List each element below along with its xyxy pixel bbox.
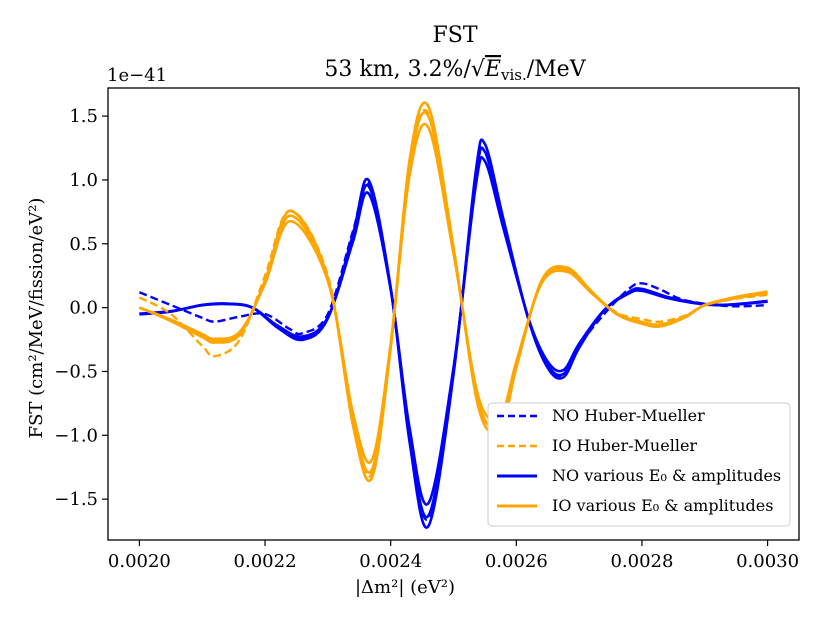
subtitle-sqrt: √ [471,57,486,82]
y-tick-label: −0.5 [54,361,98,382]
series-io-various-e-amplitudes-variant-3 [138,101,768,482]
chart-title: FST [432,23,477,48]
plot-curves [138,101,768,529]
legend-label-io-various: IO various E₀ & amplitudes [552,496,773,515]
y-tick-label: −1.0 [54,425,98,446]
legend-label-no-various: NO various E₀ & amplitudes [552,466,781,485]
subtitle-prefix: 53 km, 3.2%/ [324,57,471,82]
x-tick-label: 0.0030 [736,551,799,572]
chart-subtitle: 53 km, 3.2%/√Evis./MeV [324,57,586,84]
x-tick-label: 0.0026 [485,551,548,572]
y-axis-label: FST (cm²/MeV/fission/eV²) [26,198,47,439]
y-tick-label: 0.0 [69,298,98,319]
y-tick-label: −1.5 [54,489,98,510]
series-io-huber-mueller [138,108,768,478]
y-tick-label: 1.5 [69,106,98,127]
chart-title-group: FST 53 km, 3.2%/√Evis./MeV [324,23,586,84]
legend-label-io-hm: IO Huber-Mueller [552,436,697,455]
plot-frame [107,87,800,541]
series-no-huber-mueller [138,146,768,521]
x-axis-label: |Δm²| (eV²) [355,577,455,598]
x-tick-label: 0.0028 [610,551,673,572]
y-tick-label: 0.5 [69,234,98,255]
y-offset-text: 1e−41 [107,65,167,86]
legend-label-no-hm: NO Huber-Mueller [552,406,705,425]
legend: NO Huber-Mueller IO Huber-Mueller NO var… [487,402,791,527]
x-tick-label: 0.0024 [359,551,422,572]
subtitle-suffix: /MeV [527,57,587,82]
y-axis-ticks: −1.5 −1.0 −0.5 0.0 0.5 1.0 1.5 [54,106,108,510]
x-tick-label: 0.0020 [108,551,171,572]
y-tick-label: 1.0 [69,170,98,191]
subtitle-var: E [484,57,501,82]
x-tick-label: 0.0022 [234,551,297,572]
subtitle-sub: vis. [500,66,527,84]
legend-box [487,402,791,527]
x-axis-ticks: 0.0020 0.0022 0.0024 0.0026 0.0028 0.0030 [108,540,799,572]
